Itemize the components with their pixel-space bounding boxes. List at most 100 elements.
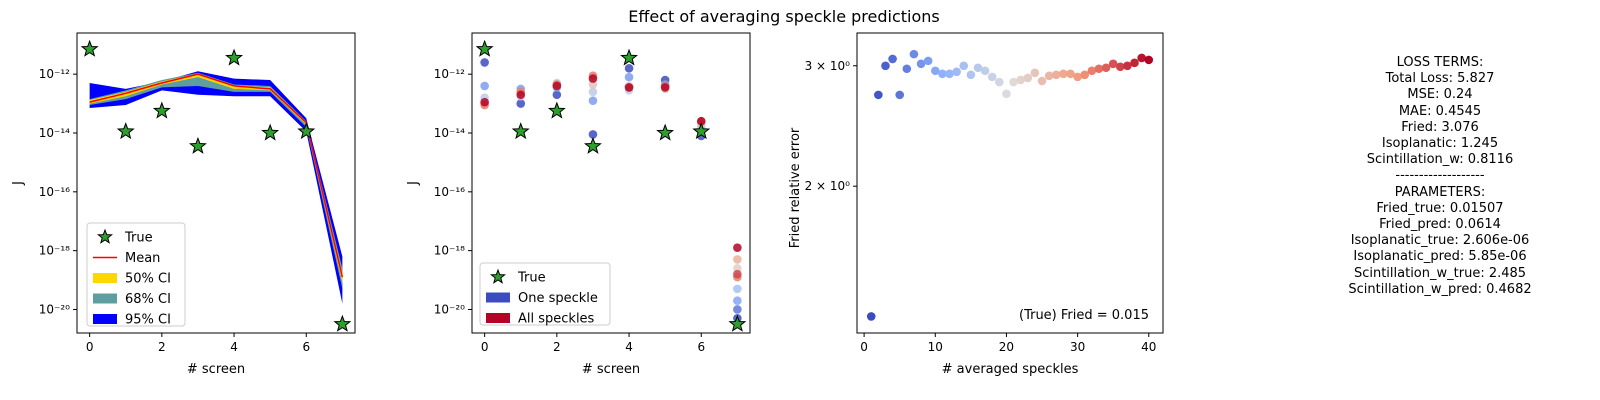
x-tick-label: 0 (860, 340, 868, 354)
fried-error-point (1037, 76, 1047, 86)
y-axis-label: J (11, 181, 26, 186)
true-point (475, 39, 494, 57)
fried-error-point (866, 312, 876, 321)
fried-error-point (1080, 70, 1090, 80)
x-axis-label: # screen (582, 362, 640, 377)
true-point (333, 314, 352, 332)
mean-line (89, 73, 344, 278)
loss-text-line: Fried_true: 0.01507 (1376, 200, 1504, 216)
true-point (261, 123, 280, 141)
fried-error-point (923, 56, 933, 66)
legend-patch (486, 292, 510, 303)
fried-error-point (1030, 68, 1040, 78)
y-tick-label: 10⁻²⁰ (39, 302, 70, 316)
axes-frame (471, 32, 751, 334)
fried-error-point (1101, 63, 1111, 73)
loss-text-line: Total Loss: 5.827 (1385, 71, 1495, 87)
speckle-point (733, 305, 742, 314)
true-point (152, 101, 171, 119)
fried-error-point (1116, 62, 1125, 72)
true-point (297, 122, 316, 140)
fried-error-point (1051, 70, 1061, 80)
fried-error-point (973, 63, 983, 73)
speckle-point (733, 269, 742, 279)
x-tick-label: 30 (1070, 340, 1085, 354)
speckle-point (733, 284, 742, 294)
fried-error-point (1002, 89, 1011, 99)
true-point (225, 48, 244, 66)
loss-terms-text: LOSS TERMS: Total Loss: 5.827 MSE: 0.24 MAE… (1290, 55, 1590, 298)
legend-label: True (517, 271, 546, 286)
fried-error-point (1044, 71, 1054, 81)
fried-annotation: (True) Fried = 0.015 (1019, 308, 1149, 323)
legend-label: 68% CI (125, 292, 171, 307)
true-point (511, 122, 530, 140)
loss-text-line: Isoplanatic_true: 2.606e-06 (1350, 233, 1530, 249)
fried-error-point (874, 90, 883, 100)
axes-frame (856, 32, 1164, 334)
x-tick-label: 6 (697, 340, 705, 354)
x-tick-label: 6 (302, 340, 310, 354)
true-point (116, 122, 135, 140)
x-axis-label: # screen (187, 362, 245, 377)
loss-text-line: Scintillation_w: 0.8116 (1366, 152, 1514, 168)
fried-error-point (1059, 69, 1068, 79)
fried-error-point (1123, 61, 1132, 71)
speckle-point (480, 81, 489, 91)
x-tick-label: 10 (928, 340, 943, 354)
speckle-point (696, 116, 706, 126)
true-point (728, 314, 747, 332)
fried-error-point (1087, 66, 1097, 76)
y-tick-label: 10⁻¹⁴ (39, 126, 70, 140)
fried-error-point (966, 70, 976, 80)
y-axis-label: J (406, 181, 421, 186)
loss-text-line: Isoplanatic_pred: 5.85e-06 (1353, 249, 1527, 265)
true-point (620, 48, 639, 66)
fried-error-point (930, 66, 940, 76)
speckle-point (552, 81, 562, 91)
fried-error-point (1016, 75, 1025, 85)
x-tick-label: 2 (553, 340, 561, 354)
speckle-point (624, 63, 634, 73)
middle-panel: 0 2 4 6 10⁻²⁰ 10⁻¹⁸ 10⁻¹⁶ 10⁻¹⁴ 10⁻¹² # screen J Tr… (406, 32, 751, 377)
speckle-point (552, 90, 562, 100)
speckle-point (733, 263, 742, 273)
legend-marker-true (96, 228, 114, 244)
fried-error-point (980, 66, 990, 76)
y-tick-label: 10⁻¹⁶ (434, 185, 465, 199)
x-tick-label: 4 (625, 340, 633, 354)
legend-patch (93, 273, 117, 283)
legend-label: All speckles (518, 312, 595, 327)
x-tick-label: 40 (1141, 340, 1156, 354)
fried-error-point (1130, 58, 1139, 68)
y-tick-label: 10⁻¹² (39, 67, 70, 81)
y-tick-label: 10⁻²⁰ (434, 302, 465, 316)
speckle-point (516, 90, 526, 100)
x-tick-label: 20 (999, 340, 1014, 354)
speckle-point (624, 83, 634, 92)
y-tick-label: 2 × 10⁰ (805, 179, 851, 193)
loss-text-line: Scintillation_w_pred: 0.4682 (1348, 281, 1532, 297)
y-tick-label: 10⁻¹⁴ (434, 126, 465, 140)
speckle-point (660, 83, 670, 92)
speckle-point (733, 296, 742, 305)
y-tick-label: 3 × 10⁰ (805, 59, 851, 73)
fried-error-point (938, 69, 947, 79)
y-tick-label: 10⁻¹⁶ (39, 185, 70, 199)
speckle-point (588, 130, 598, 139)
true-point (656, 123, 675, 141)
speckle-point (733, 243, 742, 253)
fried-error-point (916, 59, 926, 69)
speckle-point (624, 72, 634, 82)
legend-label: One speckle (518, 291, 598, 306)
ci-band-50CI (89, 73, 343, 284)
fried-error-point (881, 61, 890, 71)
legend-box (479, 262, 611, 326)
x-tick-label: 0 (86, 340, 94, 354)
x-tick-label: 0 (481, 340, 489, 354)
fried-error-point (987, 72, 997, 82)
fried-error-point (909, 49, 919, 59)
figure-title: Effect of averaging speckle predictions (628, 7, 940, 26)
loss-text-line: MAE: 0.4545 (1398, 103, 1482, 119)
loss-text-line: PARAMETERS: (1394, 184, 1486, 200)
